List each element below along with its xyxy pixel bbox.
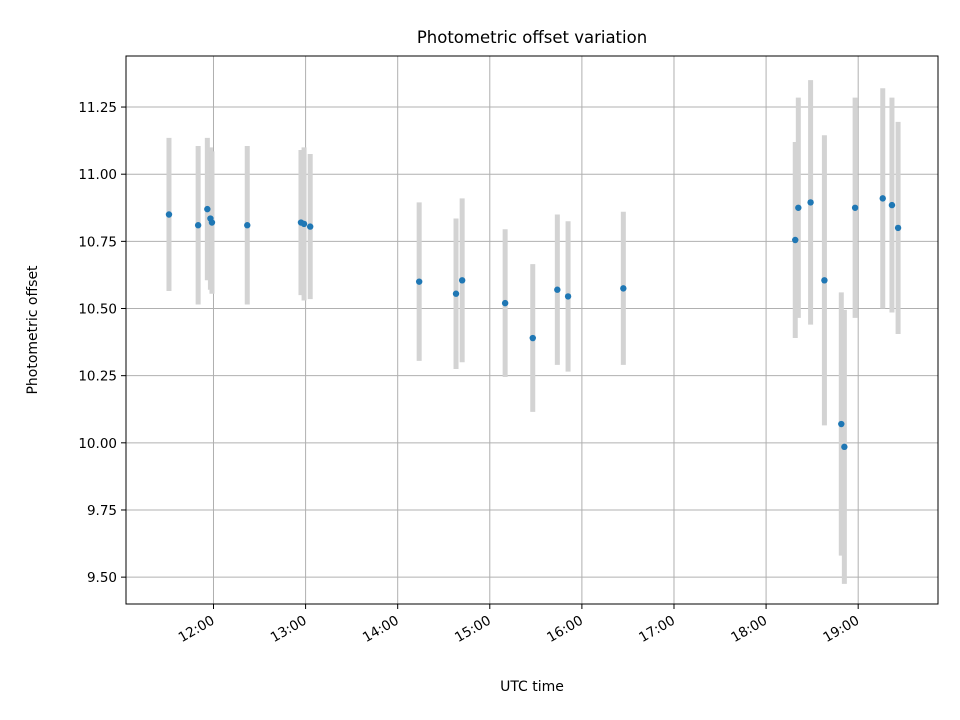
data-point	[888, 201, 896, 209]
y-tick-label: 9.75	[87, 503, 117, 519]
data-point	[807, 199, 814, 206]
data-point	[244, 222, 251, 229]
data-point	[620, 285, 627, 292]
y-tick-label: 10.25	[78, 369, 117, 385]
data-point	[208, 219, 216, 226]
x-axis-ticks: 12:00 13:00 14:00 15:00 16:00 17:00 18:00 19:00	[176, 604, 862, 646]
data-point	[792, 236, 799, 244]
data-point	[300, 220, 308, 228]
x-tick-label: 12:00	[176, 613, 218, 646]
data-point	[501, 299, 509, 307]
y-axis-title: Photometric offset	[25, 265, 41, 395]
y-tick-label: 10.50	[78, 302, 117, 318]
y-tick-label: 10.00	[78, 436, 117, 452]
data-point	[165, 211, 173, 218]
data-point	[821, 277, 828, 284]
data-point	[415, 278, 423, 285]
data-point	[841, 443, 848, 451]
error-bars	[166, 80, 901, 584]
data-point	[306, 223, 314, 230]
chart-title: Photometric offset variation	[417, 28, 647, 47]
x-tick-label: 13:00	[268, 613, 310, 646]
x-axis-title: UTC time	[500, 679, 564, 695]
y-axis-ticks: 9.50 9.75 10.00 10.25 10.50 10.75 11.00 11.25	[78, 100, 126, 586]
x-tick-label: 19:00	[820, 613, 862, 646]
y-tick-label: 10.75	[78, 234, 117, 250]
data-point	[458, 277, 466, 284]
data-point	[894, 224, 902, 232]
y-tick-label: 9.50	[87, 570, 117, 586]
plot-frame	[125, 55, 939, 605]
x-tick-label: 16:00	[544, 613, 586, 646]
data-point	[529, 334, 536, 342]
data-point	[554, 286, 561, 293]
data-point	[452, 290, 460, 297]
y-tick-label: 11.00	[78, 167, 117, 183]
data-point	[204, 205, 211, 213]
data-point	[879, 195, 886, 202]
data-points	[165, 195, 902, 451]
data-point	[564, 293, 572, 300]
y-tick-label: 11.25	[78, 100, 117, 116]
x-tick-label: 17:00	[636, 613, 678, 646]
x-tick-label: 14:00	[360, 613, 402, 646]
data-point	[795, 204, 802, 211]
x-tick-label: 18:00	[728, 613, 770, 646]
data-point	[194, 222, 202, 229]
data-point	[838, 420, 845, 428]
x-tick-label: 15:00	[452, 613, 494, 646]
data-point	[851, 204, 859, 211]
